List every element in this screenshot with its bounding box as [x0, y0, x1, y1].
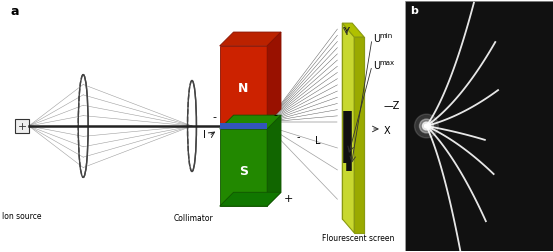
Text: U: U — [373, 34, 380, 44]
Text: -: - — [273, 110, 277, 120]
Polygon shape — [342, 23, 364, 37]
Polygon shape — [220, 115, 281, 129]
Polygon shape — [220, 32, 281, 46]
Text: N: N — [238, 82, 249, 95]
Circle shape — [420, 119, 434, 133]
Text: Y: Y — [343, 27, 349, 37]
Text: Ion source: Ion source — [2, 212, 41, 221]
Text: L: L — [315, 136, 320, 146]
Bar — [15, 119, 29, 133]
Polygon shape — [220, 192, 281, 206]
Polygon shape — [267, 115, 281, 206]
Circle shape — [415, 114, 439, 138]
Text: min: min — [379, 33, 392, 39]
Text: X: X — [384, 126, 390, 136]
Text: a: a — [10, 5, 18, 18]
Circle shape — [422, 122, 430, 130]
Text: +: + — [284, 194, 294, 204]
Text: b: b — [410, 6, 419, 16]
Text: —Z: —Z — [384, 101, 400, 111]
Text: max: max — [379, 60, 394, 66]
Text: Collimator: Collimator — [174, 214, 214, 223]
Bar — [405, 1, 553, 251]
Text: -: - — [213, 112, 217, 122]
Polygon shape — [267, 32, 281, 123]
Text: U: U — [373, 61, 380, 71]
Bar — [220, 46, 267, 123]
Circle shape — [424, 124, 429, 128]
Polygon shape — [342, 23, 354, 233]
Text: Flourescent screen: Flourescent screen — [322, 234, 394, 243]
Polygon shape — [354, 37, 364, 233]
Text: -: - — [297, 132, 300, 142]
Text: I: I — [204, 130, 206, 140]
Bar — [220, 129, 267, 206]
Bar — [220, 123, 267, 129]
Text: S: S — [239, 165, 248, 178]
